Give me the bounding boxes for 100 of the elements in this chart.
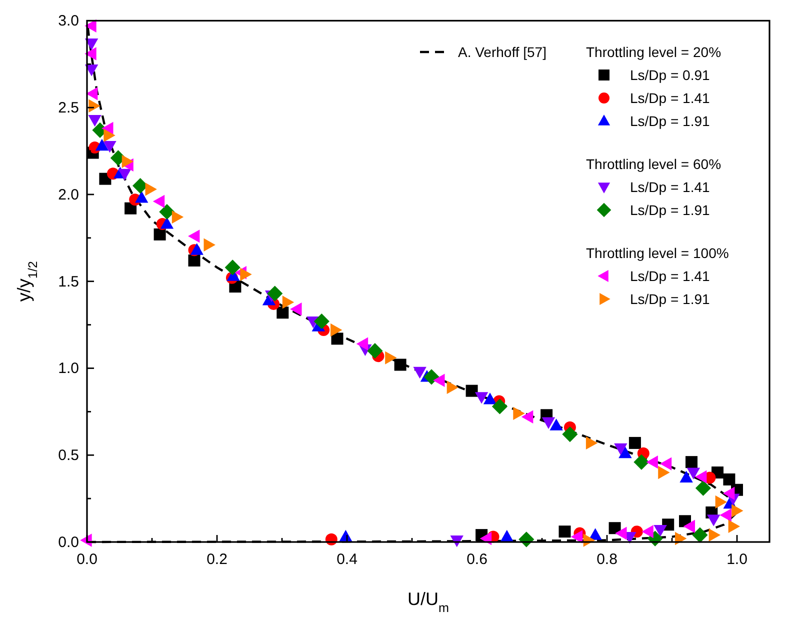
- point: [88, 114, 102, 127]
- point: [145, 182, 157, 196]
- point: [84, 19, 96, 33]
- point: [474, 392, 488, 404]
- annotation: Throttling level = 100%: [586, 245, 729, 261]
- point: [642, 524, 654, 538]
- point: [654, 525, 667, 537]
- legend-label: Ls/Dp = 1.91: [630, 113, 710, 129]
- point: [483, 392, 497, 404]
- point: [103, 141, 116, 153]
- point: [634, 454, 650, 470]
- point: [708, 528, 720, 542]
- point: [558, 526, 571, 538]
- y-tick-label: 0.5: [58, 447, 79, 464]
- y-tick-label: 0.0: [58, 534, 79, 551]
- point: [394, 358, 406, 371]
- point: [240, 268, 252, 281]
- legend-label: A. Verhoff [57]: [458, 44, 546, 60]
- x-tick-label: 0.8: [596, 551, 618, 568]
- point: [658, 466, 670, 480]
- x-tick-label: 1.0: [726, 551, 748, 568]
- point: [356, 337, 368, 351]
- point: [188, 230, 200, 243]
- annotation: Throttling level = 20%: [586, 44, 722, 60]
- point: [154, 228, 166, 240]
- legend-label: Ls/Dp = 1.41: [630, 268, 710, 284]
- point: [680, 470, 693, 483]
- legend-label: Ls/Dp = 1.91: [630, 202, 710, 218]
- point: [588, 528, 602, 540]
- x-tick-label: 0.6: [466, 551, 488, 568]
- point: [614, 443, 628, 456]
- point: [628, 436, 641, 449]
- point: [521, 410, 534, 424]
- x-tick-label: 0.0: [76, 551, 98, 568]
- point: [695, 480, 711, 496]
- point: [224, 260, 240, 276]
- point: [707, 514, 720, 526]
- point: [86, 87, 98, 100]
- point: [118, 168, 132, 181]
- point: [695, 470, 707, 484]
- point: [413, 366, 426, 379]
- y-tick-label: 1.0: [58, 360, 79, 378]
- point: [586, 436, 598, 450]
- point: [562, 426, 578, 442]
- point: [290, 302, 302, 316]
- point: [95, 138, 109, 151]
- point: [446, 380, 459, 394]
- point: [159, 204, 175, 220]
- point: [492, 398, 508, 414]
- point: [686, 468, 700, 480]
- point: [466, 384, 478, 397]
- y-tick-label: 2.0: [58, 186, 79, 204]
- point: [160, 217, 174, 229]
- point: [276, 306, 289, 319]
- point: [84, 38, 98, 50]
- point: [267, 286, 283, 302]
- point: [385, 351, 397, 364]
- point: [500, 530, 514, 542]
- point: [732, 504, 744, 518]
- point: [152, 194, 165, 208]
- point: [660, 457, 672, 470]
- point: [513, 406, 525, 420]
- point: [204, 238, 216, 252]
- point: [728, 520, 740, 533]
- point: [104, 128, 116, 142]
- x-tick-label: 0.4: [336, 551, 358, 568]
- legend-label: Ls/Dp = 1.41: [630, 179, 710, 195]
- point: [570, 530, 583, 544]
- y-tick-label: 1.5: [58, 273, 79, 290]
- point: [683, 520, 695, 533]
- point: [367, 343, 383, 359]
- point: [102, 122, 114, 136]
- point: [720, 508, 732, 522]
- point: [715, 495, 727, 509]
- x-axis-title: U/U$_{m}$: [408, 589, 449, 615]
- point: [686, 456, 698, 468]
- point: [722, 486, 735, 500]
- point: [424, 369, 440, 385]
- annotation: Throttling level = 60%: [586, 156, 722, 172]
- point: [550, 418, 563, 430]
- point: [172, 210, 184, 224]
- point: [188, 254, 200, 266]
- point: [122, 154, 134, 168]
- point: [433, 374, 445, 387]
- point: [608, 522, 621, 534]
- point: [646, 455, 658, 469]
- point: [314, 314, 330, 330]
- point: [88, 99, 100, 112]
- y-tick-label: 3.0: [58, 12, 79, 30]
- point: [692, 527, 708, 543]
- legend-label: Ls/Dp = 0.91: [630, 67, 710, 83]
- x-tick-label: 0.2: [206, 551, 228, 568]
- legend-label: Ls/Dp = 1.91: [630, 291, 710, 307]
- point: [282, 296, 294, 309]
- point: [542, 417, 556, 429]
- point: [615, 526, 627, 540]
- point: [331, 332, 344, 345]
- y-tick-label: 2.5: [58, 100, 79, 117]
- point: [84, 47, 96, 60]
- point: [190, 243, 204, 255]
